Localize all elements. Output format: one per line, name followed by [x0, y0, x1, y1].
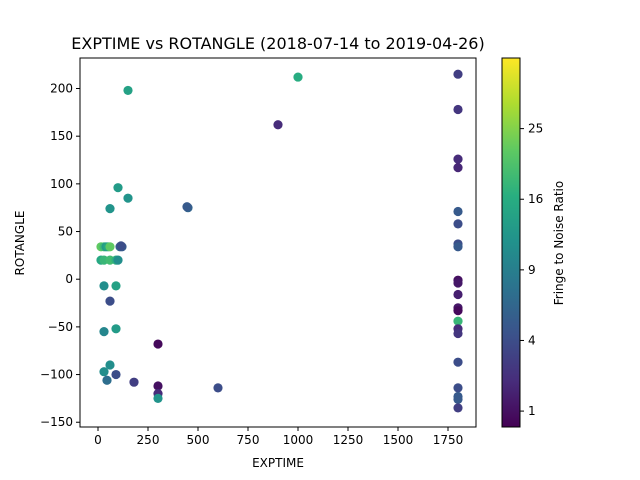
colorbar-tick-label: 9 — [528, 263, 536, 277]
y-tick-label: 150 — [50, 129, 73, 143]
y-tick-label: −150 — [40, 415, 73, 429]
x-tick-label: 1500 — [383, 433, 414, 447]
data-point — [123, 193, 133, 203]
x-tick-label: 500 — [187, 433, 210, 447]
colorbar-tick-label: 1 — [528, 404, 536, 418]
data-point — [453, 242, 463, 252]
data-point — [453, 383, 463, 393]
data-point — [453, 289, 463, 300]
data-point — [453, 357, 463, 367]
x-tick-label: 1250 — [333, 433, 364, 447]
x-tick-label: 1750 — [433, 433, 464, 447]
x-axis: 0 250 500 750 1000 1250 1500 1750 — [94, 427, 463, 447]
data-point — [99, 281, 109, 291]
y-tick-label: −50 — [48, 320, 73, 334]
colorbar-label: Fringe to Noise Ratio — [552, 181, 566, 306]
x-tick-label: 250 — [137, 433, 160, 447]
data-point — [453, 328, 463, 339]
x-tick-label: 0 — [94, 433, 102, 447]
data-point — [99, 367, 109, 377]
y-tick-label: 100 — [50, 177, 73, 191]
data-point — [453, 69, 463, 79]
data-point — [453, 154, 463, 164]
data-point — [113, 183, 123, 193]
y-tick-label: 200 — [50, 82, 73, 96]
data-point — [453, 206, 463, 217]
data-point — [293, 72, 303, 82]
data-point — [113, 255, 123, 265]
data-point — [453, 394, 463, 404]
data-point — [213, 383, 223, 393]
data-point — [182, 202, 192, 212]
data-point — [453, 306, 463, 316]
data-point — [453, 403, 463, 413]
plot-frame — [79, 57, 477, 428]
data-point — [453, 316, 463, 326]
y-tick-label: 0 — [65, 272, 73, 286]
data-point — [453, 104, 463, 115]
data-point — [153, 393, 163, 403]
data-point — [99, 327, 109, 337]
y-tick-label: −100 — [40, 368, 73, 382]
data-point — [129, 377, 139, 387]
data-point — [105, 242, 115, 252]
data-point — [273, 120, 283, 130]
data-point — [111, 369, 121, 380]
data-point — [116, 241, 126, 251]
x-axis-label: EXPTIME — [252, 456, 304, 470]
data-point — [105, 296, 115, 306]
data-point — [453, 219, 463, 229]
data-point — [105, 204, 115, 214]
data-point — [111, 324, 121, 334]
data-point — [153, 381, 163, 391]
x-tick-label: 1000 — [283, 433, 314, 447]
colorbar-tick-label: 16 — [528, 192, 543, 206]
data-point — [111, 281, 121, 291]
colorbar-tick-label: 4 — [528, 333, 536, 347]
chart-title: EXPTIME vs ROTANGLE (2018-07-14 to 2019-… — [71, 34, 484, 53]
data-point — [153, 339, 163, 349]
y-tick-label: 50 — [58, 225, 73, 239]
points-layer — [96, 69, 463, 413]
colorbar — [501, 57, 521, 428]
data-point — [102, 375, 112, 385]
y-axis: −150 −100 −50 0 50 100 150 200 — [40, 82, 80, 429]
data-point — [453, 278, 463, 288]
x-tick-label: 750 — [237, 433, 260, 447]
data-point — [105, 360, 115, 370]
data-point — [453, 163, 463, 173]
y-axis-label: ROTANGLE — [13, 211, 27, 276]
colorbar-ticks: 1 4 9 16 25 — [520, 122, 543, 418]
colorbar-tick-label: 25 — [528, 122, 543, 136]
data-point — [123, 85, 133, 96]
